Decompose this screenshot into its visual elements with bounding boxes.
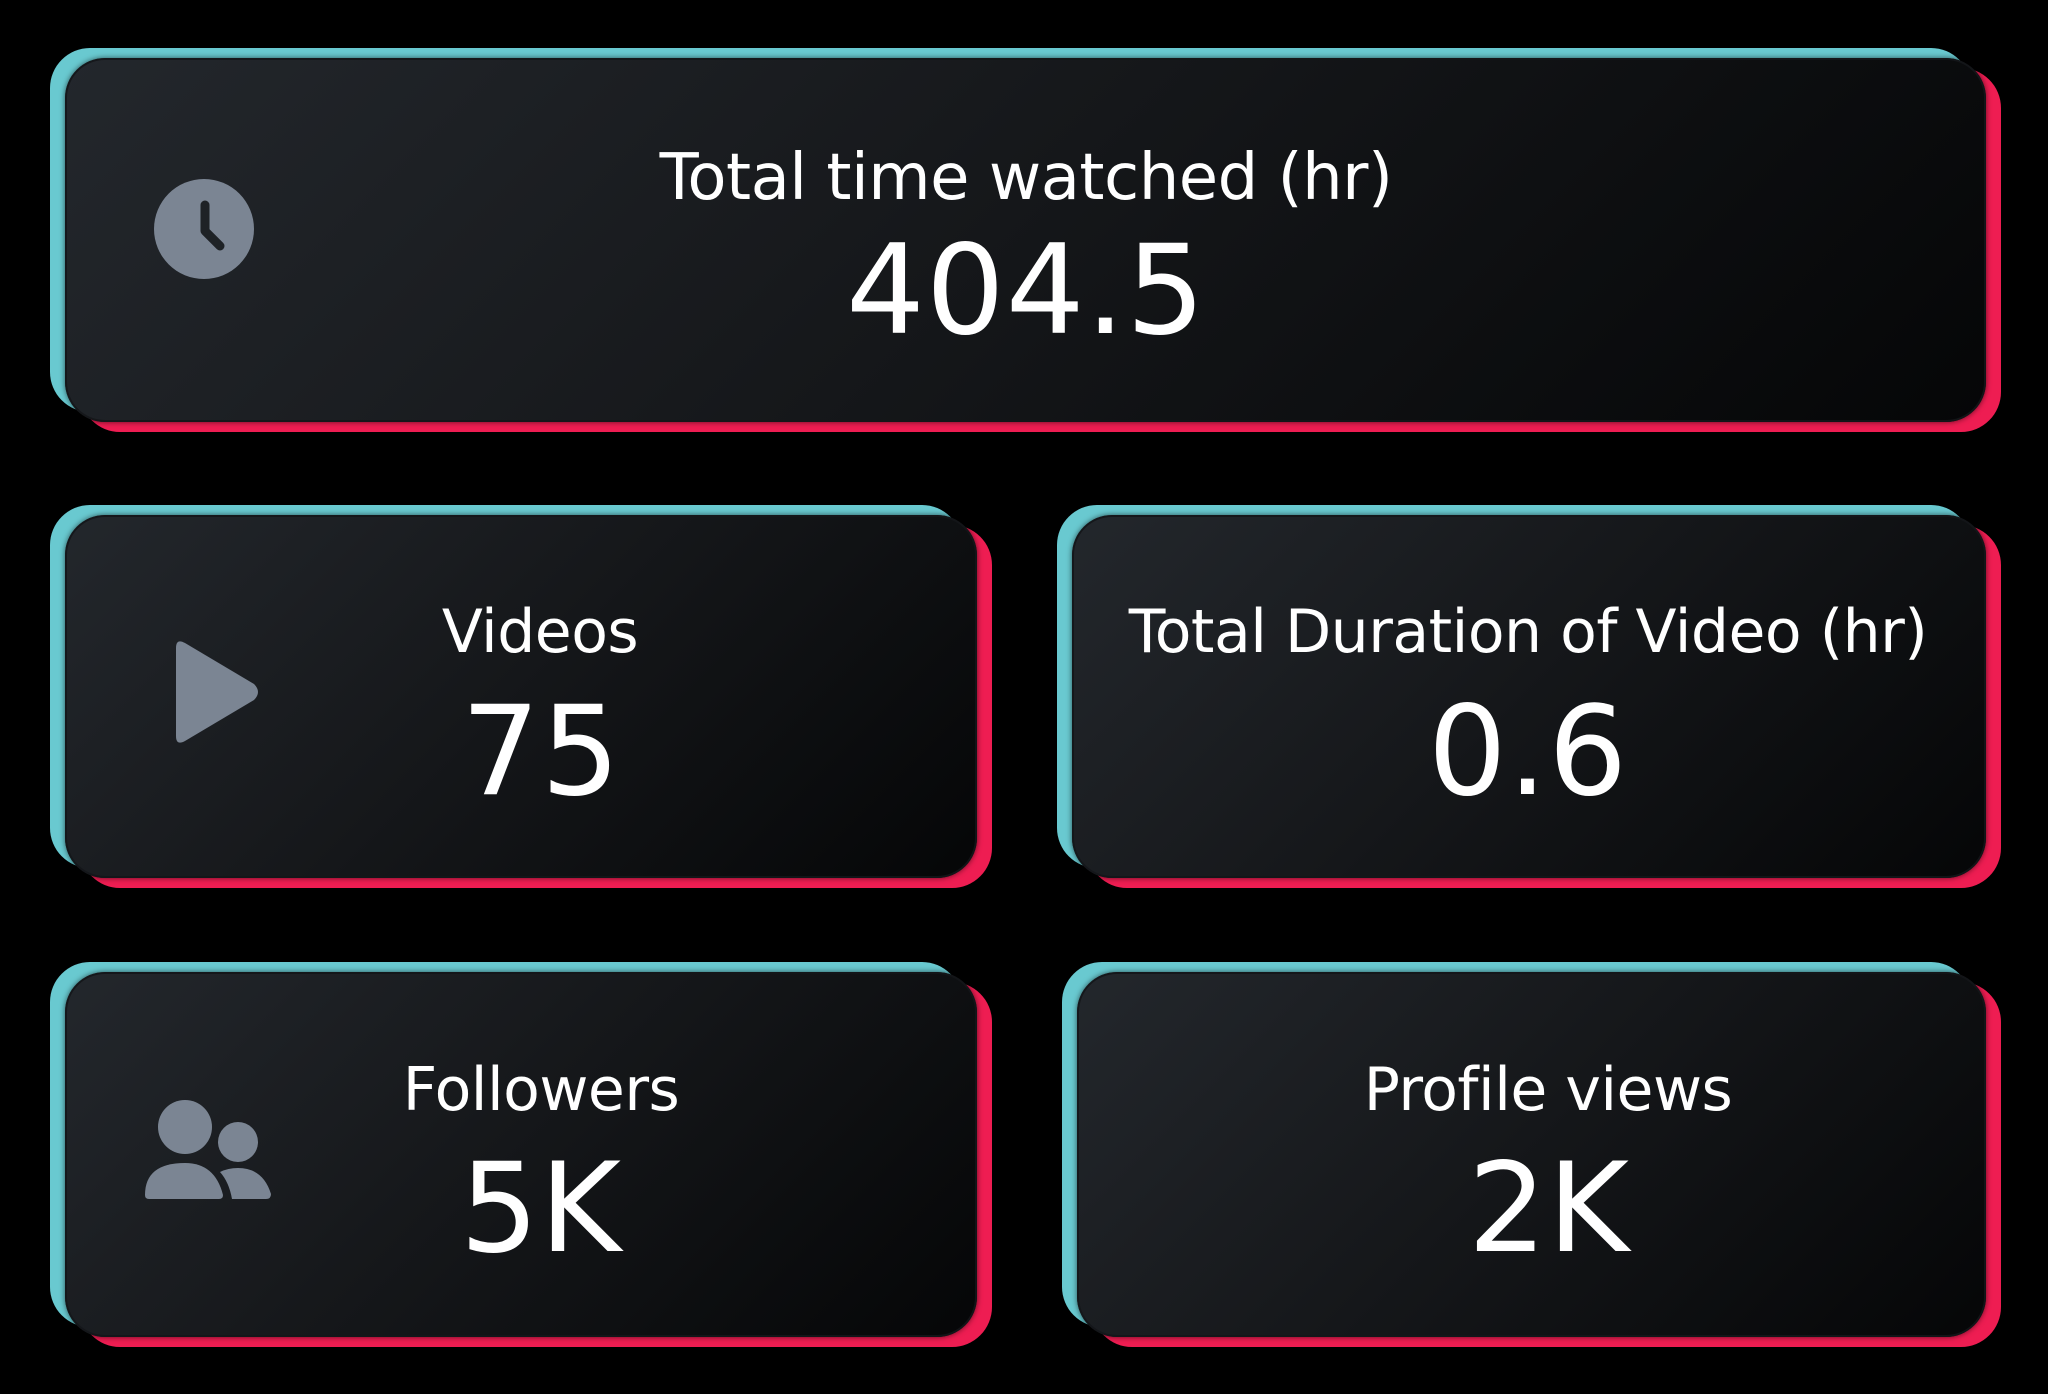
card-value: 75: [461, 680, 621, 824]
kpi-card-total-duration: Total Duration of Video (hr) 0.6: [1057, 505, 2001, 888]
card-label: Followers: [402, 1055, 680, 1125]
card-value: 0.6: [1427, 680, 1629, 824]
card-label: Profile views: [1363, 1055, 1733, 1125]
card-value: 404.5: [846, 219, 1206, 363]
card-label: Videos: [441, 597, 639, 667]
kpi-card-followers: Followers 5K: [50, 962, 992, 1347]
kpi-card-total-time-watched: Total time watched (hr) 404.5: [50, 48, 2001, 432]
card-label: Total time watched (hr): [659, 141, 1393, 215]
clock-icon: [154, 179, 254, 279]
card-body: [65, 58, 1986, 422]
card-body: [1072, 515, 1986, 878]
card-value: 5K: [459, 1137, 623, 1281]
card-body: [65, 972, 977, 1337]
card-value: 2K: [1467, 1137, 1631, 1281]
people-icon: [145, 1100, 271, 1200]
play-icon: [172, 638, 262, 746]
kpi-card-videos: Videos 75: [50, 505, 992, 888]
card-label: Total Duration of Video (hr): [1128, 597, 1928, 667]
card-body: [1077, 972, 1986, 1337]
kpi-card-profile-views: Profile views 2K: [1062, 962, 2001, 1347]
